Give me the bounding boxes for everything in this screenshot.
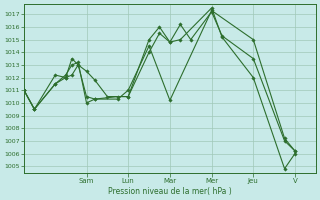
X-axis label: Pression niveau de la mer( hPa ): Pression niveau de la mer( hPa ) [108,187,232,196]
